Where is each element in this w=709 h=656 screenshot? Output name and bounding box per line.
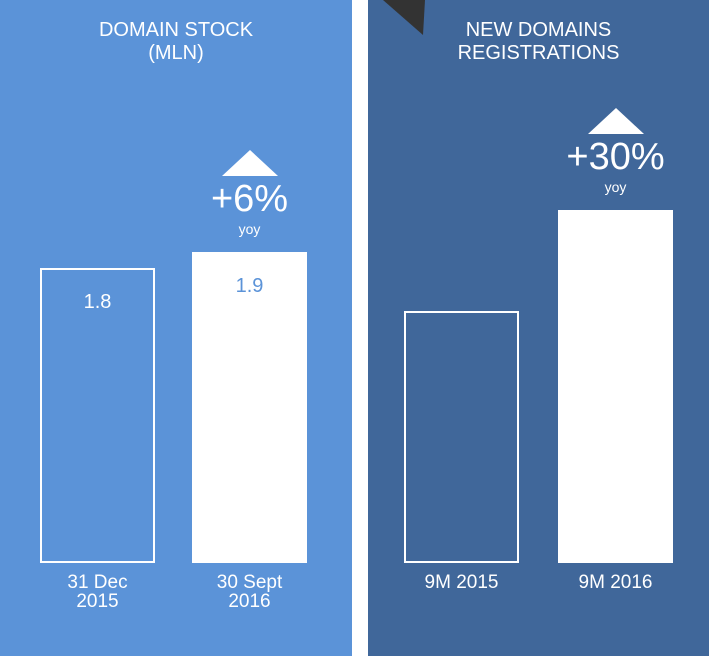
bar	[558, 210, 673, 563]
panel-new-registrations: NEW DOMAINS REGISTRATIONS 9M 2015 9M 2016 yo…	[368, 0, 709, 656]
bar	[40, 268, 155, 563]
annotation-note: yoy	[604, 179, 627, 195]
up-arrow	[587, 108, 644, 134]
up-arrow	[221, 150, 278, 176]
x-tick-label: 31 Dec 2015	[67, 572, 128, 612]
x-tick-label: 9M 2016	[578, 572, 653, 593]
bar	[192, 252, 307, 563]
chart-title: DOMAIN STOCK	[98, 19, 254, 41]
x-tick-label: 30 Sept 2016	[216, 572, 283, 612]
chart-title: NEW DOMAINS	[465, 19, 612, 41]
panel-domain-stock: DOMAIN STOCK (MLN) 1.8 31 Dec 2015 1.9 30 Sep…	[0, 0, 352, 656]
bar	[404, 310, 519, 563]
chart-title: (MLN)	[148, 42, 204, 64]
chart-title: REGISTRATIONS	[457, 42, 620, 64]
decoration	[383, 0, 425, 35]
annotation: +30%	[566, 136, 665, 178]
value-label: 1.8	[83, 291, 112, 314]
annotation-note: yoy	[238, 221, 261, 237]
value-label: 1.9	[235, 275, 264, 297]
x-tick-label: 9M 2015	[424, 572, 499, 593]
corner-triangle	[383, 0, 425, 35]
annotation: +6%	[210, 178, 289, 220]
